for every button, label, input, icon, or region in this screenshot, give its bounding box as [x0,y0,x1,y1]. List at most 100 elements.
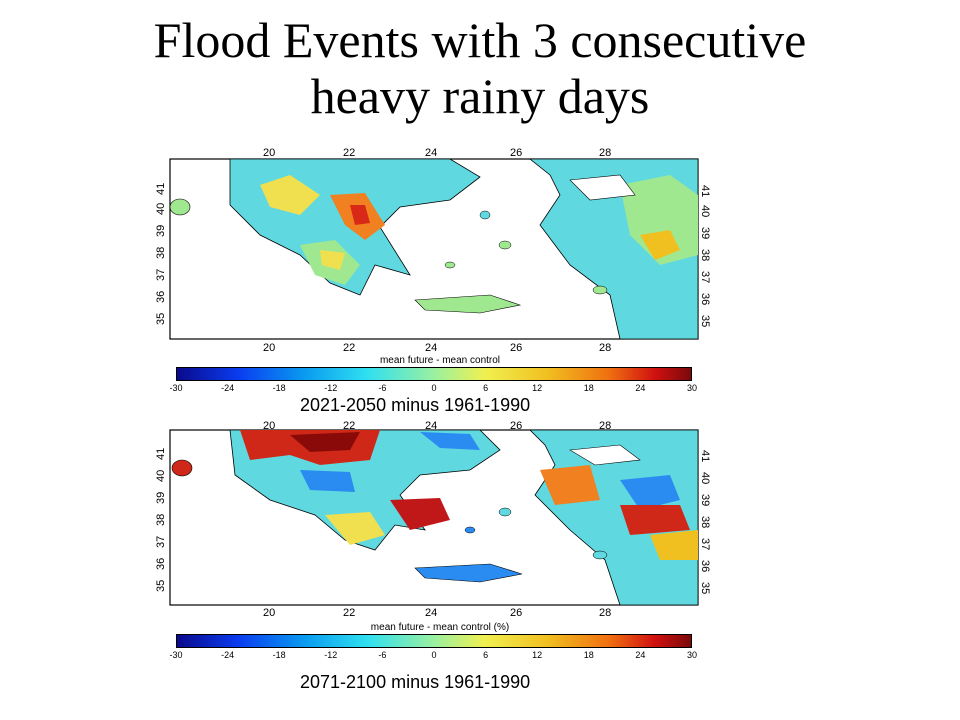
aegean-island [498,507,512,517]
lon-tick-bottom: 22 [343,342,355,354]
colorbar-2: mean future - mean control (%) -30 -24 -… [160,622,720,666]
marmara-sea [569,174,636,201]
greece-cold-patch [300,470,355,492]
lat-tick-left: 39 [155,492,167,504]
lon-tick-top: 24 [425,420,437,432]
peloponnese-warm-patch [320,250,345,270]
crete-island [414,563,523,583]
colorbar-tick: 12 [532,650,543,660]
lat-tick-right: 38 [699,249,710,261]
map-panel-1-svg: 20 22 24 26 28 20 22 24 26 28 41 40 39 3… [155,147,710,354]
lon-tick-bottom: 26 [510,607,522,619]
lon-tick-bottom: 22 [343,607,355,619]
lon-tick-top: 22 [343,420,355,432]
colorbar-tick: -6 [378,383,387,393]
lon-tick-top: 28 [599,147,611,159]
colorbar-tick: 30 [686,650,698,660]
lat-tick-right: 36 [699,560,710,572]
greece-hot-patch [350,205,370,225]
anatolia-warm-patch [640,230,680,260]
aegean-island [479,210,491,220]
lon-tick-top: 24 [425,147,437,159]
colorbar-title: mean future - mean control (%) [370,622,510,633]
colorbar-tick: -18 [272,383,286,393]
rhodes-island [592,285,608,295]
lat-tick-left: 39 [155,225,167,237]
lat-tick-left: 40 [155,470,167,482]
lat-tick-right: 37 [699,271,710,283]
colorbar-tick: 30 [686,383,698,393]
panel-2-caption: 2071-2100 minus 1961-1990 [300,672,531,692]
lon-tick-top: 20 [263,420,275,432]
colorbar-ticks: -30 -24 -18 -12 -6 0 6 12 18 24 30 [169,383,697,395]
lat-tick-left: 38 [155,514,167,526]
lat-tick-left: 36 [155,558,167,570]
lon-tick-bottom: 20 [263,607,275,619]
crete-island [414,294,522,314]
lon-tick-bottom: 24 [425,342,437,354]
colorbar-ticks: -30 -24 -18 -12 -6 0 6 12 18 24 30 [169,650,697,662]
lat-tick-left: 40 [155,203,167,215]
map-panel-1: 20 22 24 26 28 20 22 24 26 28 41 40 39 3… [150,145,710,355]
colorbar-tick: 12 [532,383,543,393]
aegean-island [498,240,512,250]
lon-tick-bottom: 20 [263,342,275,354]
lat-tick-right: 38 [699,516,710,528]
colorbar-tick: -24 [221,383,235,393]
lat-tick-left: 37 [155,536,167,548]
marmara-sea [569,444,641,466]
map-panel-2-svg: 20 22 24 26 28 20 22 24 26 28 41 40 39 3… [155,420,710,619]
lon-tick-top: 26 [510,147,522,159]
lat-tick-right: 41 [699,450,710,462]
anatolia-hot-patch [620,505,690,535]
colorbar-tick: -30 [169,650,183,660]
lat-tick-right: 39 [699,227,710,239]
slide-title: Flood Events with 3 consecutive heavy ra… [0,12,960,124]
lat-tick-right: 41 [699,185,710,197]
lon-tick-bottom: 26 [510,342,522,354]
lon-tick-top: 22 [343,147,355,159]
lon-tick-top: 26 [510,420,522,432]
lat-tick-right: 40 [699,205,710,217]
colorbar-gradient [176,367,692,381]
peloponnese-warm-patch [325,512,385,545]
panel-1-caption: 2021-2050 minus 1961-1990 [300,395,531,415]
title-line-2: heavy rainy days [310,68,650,124]
colorbar-tick: -18 [272,650,286,660]
lon-tick-bottom: 28 [599,342,611,354]
anatolia-west-warm-patch [540,465,600,505]
colorbar-tick: 6 [483,650,489,660]
lat-tick-right: 39 [699,494,710,506]
lat-tick-left: 38 [155,247,167,259]
colorbar-tick: 0 [431,650,437,660]
lat-tick-right: 36 [699,293,710,305]
balkans-cold-patch [420,432,480,450]
lat-tick-left: 36 [155,291,167,303]
colorbar-gradient [176,634,692,648]
aegean-island [464,526,476,534]
italy-heel [169,198,191,216]
lat-tick-left: 35 [155,313,167,325]
anatolia-neutral-patch [620,175,698,265]
lat-tick-right: 35 [699,582,710,594]
lat-tick-left: 41 [155,448,167,460]
colorbar-tick: 0 [431,383,437,393]
lat-tick-left: 37 [155,269,167,281]
colorbar-1: mean future - mean control -30 -24 -18 -… [160,355,720,399]
balkans-extreme-patch [290,432,360,452]
italy-heel [171,459,193,477]
colorbar-tick: 24 [635,383,646,393]
lat-tick-right: 35 [699,315,710,327]
colorbar-tick: 6 [483,383,489,393]
lon-tick-bottom: 24 [425,607,437,619]
lon-tick-top: 28 [599,420,611,432]
balkans-warm-patch [260,175,320,215]
colorbar-tick: -12 [324,383,338,393]
lat-tick-right: 40 [699,472,710,484]
lat-tick-left: 35 [155,580,167,592]
lon-tick-bottom: 28 [599,607,611,619]
anatolia-cold-patch [620,475,680,510]
lat-tick-left: 41 [155,183,167,195]
aegean-island [444,261,456,269]
title-line-1: Flood Events with 3 consecutive [153,12,807,68]
